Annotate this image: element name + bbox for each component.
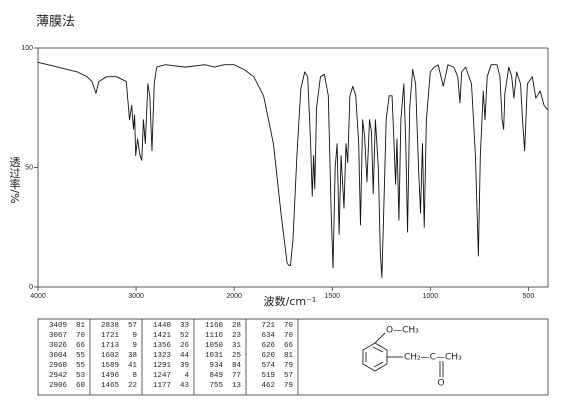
wavenumber-cell: 849 bbox=[209, 372, 223, 380]
wavenumber-cell: 1713 bbox=[101, 342, 120, 350]
spectrum-line bbox=[37, 61, 549, 278]
transmittance-cell: 57 bbox=[284, 372, 293, 380]
transmittance-cell: 66 bbox=[76, 342, 86, 350]
wavenumber-cell: 1465 bbox=[101, 382, 120, 390]
wavenumber-cell: 1031 bbox=[205, 352, 224, 360]
transmittance-cell: 23 bbox=[232, 332, 242, 340]
y-axis-label: 透过率/% bbox=[8, 156, 21, 203]
wavenumber-cell: 1356 bbox=[153, 342, 172, 350]
transmittance-cell: 39 bbox=[180, 362, 189, 370]
transmittance-cell: 25 bbox=[232, 352, 242, 360]
transmittance-cell: 13 bbox=[232, 382, 242, 390]
carbonyl-label: O bbox=[437, 379, 444, 389]
wavenumber-cell: 2838 bbox=[101, 322, 119, 330]
transmittance-cell: 70 bbox=[284, 322, 294, 330]
wavenumber-cell: 1323 bbox=[153, 352, 172, 360]
wavenumber-cell: 1421 bbox=[153, 332, 172, 340]
page-title: 薄膜法 bbox=[36, 15, 75, 30]
transmittance-cell: 81 bbox=[284, 352, 294, 360]
x-tick-label: 500 bbox=[523, 293, 535, 300]
transmittance-cell: 33 bbox=[180, 322, 190, 330]
wavenumber-cell: 1721 bbox=[101, 332, 120, 340]
wavenumber-cell: 462 bbox=[261, 382, 275, 390]
wavenumber-cell: 626 bbox=[261, 342, 275, 350]
transmittance-cell: 8 bbox=[132, 372, 137, 380]
wavenumber-cell: 1291 bbox=[153, 362, 172, 370]
wavenumber-cell: 2960 bbox=[49, 362, 68, 370]
wavenumber-cell: 519 bbox=[261, 372, 275, 380]
transmittance-cell: 70 bbox=[284, 332, 294, 340]
wavenumber-cell: 3004 bbox=[49, 352, 68, 360]
x-tick-label: 2000 bbox=[226, 293, 242, 300]
wavenumber-cell: 1116 bbox=[205, 332, 224, 340]
transmittance-cell: 66 bbox=[284, 342, 294, 350]
x-tick-label: 1500 bbox=[324, 293, 340, 300]
transmittance-cell: 31 bbox=[232, 342, 242, 350]
transmittance-cell: 79 bbox=[284, 382, 293, 390]
transmittance-cell: 44 bbox=[180, 352, 190, 360]
wavenumber-cell: 1160 bbox=[205, 322, 224, 330]
transmittance-cell: 41 bbox=[128, 362, 138, 370]
transmittance-cell: 52 bbox=[180, 332, 189, 340]
transmittance-cell: 57 bbox=[128, 322, 137, 330]
wavenumber-cell: 755 bbox=[209, 382, 223, 390]
transmittance-cell: 28 bbox=[232, 322, 241, 330]
transmittance-cell: 84 bbox=[232, 362, 242, 370]
wavenumber-cell: 574 bbox=[261, 362, 275, 370]
chain-label: CH₂—C—CH₃ bbox=[404, 353, 462, 363]
wavenumber-cell: 1602 bbox=[101, 352, 119, 360]
wavenumber-cell: 3409 bbox=[49, 322, 67, 330]
y-tick-label: 100 bbox=[21, 45, 33, 52]
transmittance-cell: 22 bbox=[128, 382, 137, 390]
wavenumber-cell: 1496 bbox=[101, 372, 120, 380]
table-frame bbox=[37, 318, 549, 396]
transmittance-cell: 53 bbox=[76, 372, 86, 380]
table-dividers bbox=[89, 319, 299, 395]
transmittance-cell: 26 bbox=[180, 342, 190, 350]
transmittance-cell: 4 bbox=[184, 372, 189, 380]
wavenumber-cell: 620 bbox=[261, 352, 275, 360]
wavenumber-cell: 1050 bbox=[205, 342, 224, 350]
x-tick-label: 3000 bbox=[128, 293, 144, 300]
x-tick-label: 4000 bbox=[30, 293, 46, 300]
wavenumber-cell: 3026 bbox=[49, 342, 68, 350]
transmittance-cell: 81 bbox=[76, 322, 86, 330]
transmittance-cell: 38 bbox=[128, 352, 137, 360]
transmittance-cell: 79 bbox=[284, 362, 293, 370]
x-axis-label: 波数/cm⁻¹ bbox=[264, 295, 317, 308]
wavenumber-cell: 1177 bbox=[153, 382, 171, 390]
wavenumber-cell: 1247 bbox=[153, 372, 171, 380]
methoxy-label: O—CH₃ bbox=[386, 326, 419, 336]
transmittance-cell: 9 bbox=[132, 332, 137, 340]
transmittance-cell: 55 bbox=[76, 352, 86, 360]
transmittance-cell: 77 bbox=[232, 372, 241, 380]
transmittance-cell: 70 bbox=[76, 332, 86, 340]
wavenumber-cell: 1440 bbox=[153, 322, 172, 330]
wavenumber-cell: 3067 bbox=[49, 332, 67, 340]
x-tick-label: 1000 bbox=[423, 293, 439, 300]
wavenumber-cell: 1589 bbox=[101, 362, 119, 370]
transmittance-cell: 60 bbox=[76, 382, 86, 390]
wavenumber-cell: 2906 bbox=[49, 382, 68, 390]
wavenumber-cell: 2942 bbox=[49, 372, 67, 380]
y-tick-label: 0 bbox=[29, 284, 33, 291]
wavenumber-cell: 721 bbox=[261, 322, 275, 330]
transmittance-cell: 9 bbox=[132, 342, 137, 350]
wavenumber-cell: 634 bbox=[261, 332, 275, 340]
transmittance-cell: 43 bbox=[180, 382, 190, 390]
wavenumber-cell: 934 bbox=[209, 362, 223, 370]
benzene-ring bbox=[362, 332, 444, 377]
y-tick-label: 50 bbox=[25, 164, 33, 171]
transmittance-cell: 55 bbox=[76, 362, 86, 370]
